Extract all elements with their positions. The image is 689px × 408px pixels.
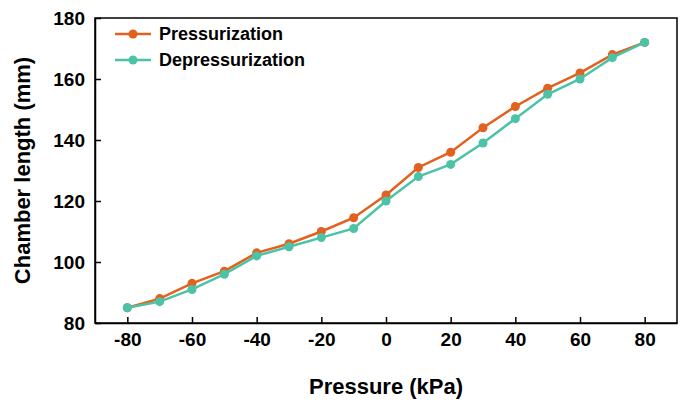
data-layer — [123, 38, 649, 312]
x-tick-mark — [386, 317, 388, 323]
x-tick-label: 80 — [635, 329, 656, 350]
series-marker — [285, 242, 294, 251]
x-tick: 80 — [635, 317, 656, 350]
series-marker — [123, 303, 132, 312]
x-tick: 40 — [505, 317, 526, 350]
y-tick: 140 — [53, 130, 101, 151]
series-line — [127, 42, 644, 307]
series-marker — [349, 213, 358, 222]
y-axis-line — [95, 19, 97, 324]
series-marker — [640, 38, 649, 47]
x-tick-mark — [580, 317, 582, 323]
series-marker — [543, 90, 552, 99]
series-marker — [220, 270, 229, 279]
x-tick: 0 — [381, 317, 392, 350]
chart: -80 -60 -40 -20 0 20 40 60 80 80 100 120 140 160 180 Pr… — [0, 0, 689, 408]
x-tick: 60 — [570, 317, 591, 350]
series-marker — [349, 224, 358, 233]
x-tick-mark — [515, 317, 517, 323]
series-marker — [317, 233, 326, 242]
x-axis: -80 -60 -40 -20 0 20 40 60 80 — [96, 317, 678, 350]
y-tick-label: 140 — [53, 130, 85, 151]
x-tick-mark — [450, 317, 452, 323]
legend-label: Depressurization — [159, 50, 305, 70]
y-axis-title: Chamber length (mm) — [10, 57, 35, 284]
y-tick-label: 180 — [53, 8, 85, 29]
series-marker — [479, 123, 488, 132]
x-tick: -40 — [243, 317, 270, 350]
x-tick-label: -80 — [114, 329, 141, 350]
series-marker — [382, 197, 391, 206]
y-tick: 80 — [64, 313, 101, 334]
series-marker — [446, 160, 455, 169]
y-tick-label: 120 — [53, 191, 85, 212]
legend-item: Depressurization — [115, 50, 305, 70]
y-tick-mark — [95, 323, 101, 325]
x-tick-mark — [644, 317, 646, 323]
legend-item: Pressurization — [115, 24, 283, 44]
series-marker — [414, 163, 423, 172]
series-marker — [446, 148, 455, 157]
y-tick-label: 100 — [53, 252, 85, 273]
x-tick-label: 0 — [381, 329, 392, 350]
plot-frame — [95, 18, 677, 323]
y-tick: 120 — [53, 191, 101, 212]
y-tick-label: 80 — [64, 313, 85, 334]
x-tick-label: 60 — [570, 329, 591, 350]
x-tick: -20 — [308, 317, 335, 350]
series-marker — [511, 114, 520, 123]
legend-marker — [129, 30, 138, 39]
x-tick-mark — [127, 317, 129, 323]
y-tick: 100 — [53, 252, 101, 273]
y-tick-mark — [95, 262, 101, 264]
y-tick: 180 — [53, 8, 101, 29]
x-tick-label: -60 — [179, 329, 206, 350]
x-tick: 20 — [441, 317, 462, 350]
x-tick-mark — [256, 317, 258, 323]
y-tick-mark — [95, 18, 101, 20]
series-marker — [479, 139, 488, 148]
legend-label: Pressurization — [159, 24, 283, 44]
x-tick-label: -20 — [308, 329, 335, 350]
y-axis: 80 100 120 140 160 180 — [53, 8, 101, 334]
x-tick-label: 40 — [505, 329, 526, 350]
series-marker — [188, 285, 197, 294]
series-marker — [640, 38, 649, 47]
y-tick-mark — [95, 79, 101, 81]
series-marker — [414, 172, 423, 181]
x-axis-title: Pressure (kPa) — [309, 374, 463, 399]
legend-marker — [129, 56, 138, 65]
series-marker — [123, 303, 132, 312]
y-tick-label: 160 — [53, 69, 85, 90]
series-marker — [511, 102, 520, 111]
plot: -80 -60 -40 -20 0 20 40 60 80 80 100 120 140 160 180 Pr… — [53, 8, 677, 351]
x-tick: -80 — [114, 317, 141, 350]
series-line — [127, 42, 644, 307]
legend: Pressurization Depressurization — [115, 24, 305, 70]
series-marker — [155, 297, 164, 306]
y-tick-mark — [95, 201, 101, 203]
x-tick-mark — [321, 317, 323, 323]
x-tick-mark — [192, 317, 194, 323]
y-tick-mark — [95, 140, 101, 142]
y-tick: 160 — [53, 69, 101, 90]
x-tick-label: 20 — [441, 329, 462, 350]
x-tick: -60 — [179, 317, 206, 350]
x-tick-label: -40 — [243, 329, 270, 350]
series-marker — [608, 53, 617, 62]
series-marker — [252, 251, 261, 260]
series-marker — [576, 75, 585, 84]
